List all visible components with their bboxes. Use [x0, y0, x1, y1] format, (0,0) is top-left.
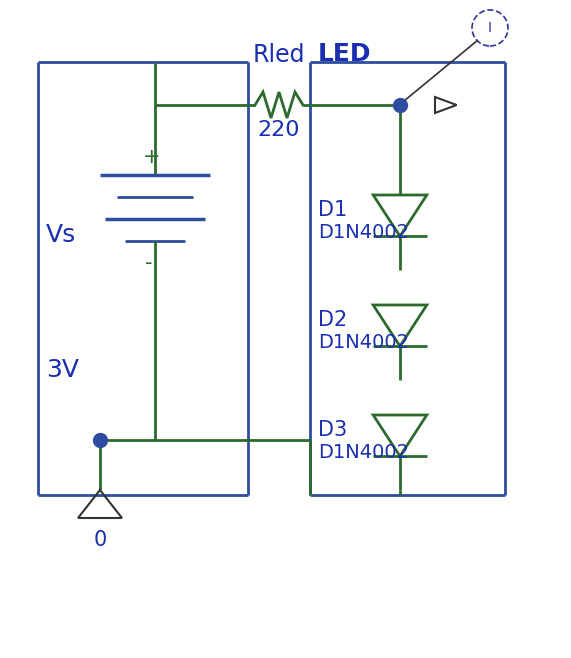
Text: D1N4002: D1N4002 — [318, 443, 409, 463]
Text: Vs: Vs — [46, 223, 77, 247]
Text: -: - — [145, 253, 152, 273]
Text: 0: 0 — [94, 530, 107, 550]
Text: 3V: 3V — [46, 358, 79, 382]
Text: I: I — [488, 21, 492, 35]
Text: +: + — [143, 147, 160, 167]
Text: LED: LED — [318, 42, 372, 66]
Text: D3: D3 — [318, 420, 347, 440]
Text: D1N4002: D1N4002 — [318, 224, 409, 243]
Text: D1N4002: D1N4002 — [318, 334, 409, 353]
Text: Rled: Rled — [253, 43, 305, 67]
Text: 220: 220 — [258, 120, 300, 140]
Text: D2: D2 — [318, 310, 347, 330]
Text: D1: D1 — [318, 200, 347, 220]
